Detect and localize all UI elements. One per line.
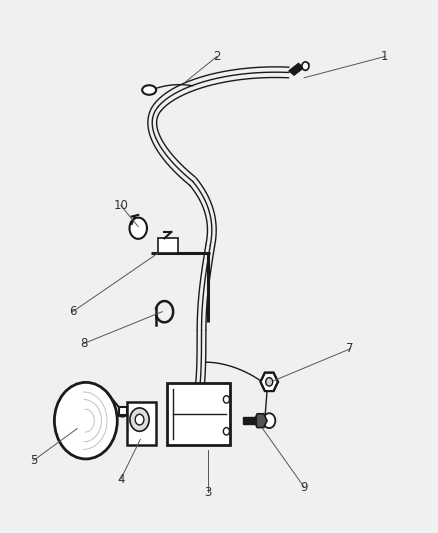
Text: 4: 4 [117, 473, 124, 486]
Polygon shape [289, 63, 304, 75]
Circle shape [135, 414, 144, 425]
Polygon shape [130, 217, 147, 239]
FancyBboxPatch shape [166, 383, 230, 445]
Polygon shape [243, 417, 256, 424]
Circle shape [302, 62, 309, 70]
Text: 9: 9 [300, 481, 308, 494]
Polygon shape [119, 407, 127, 415]
Polygon shape [254, 414, 267, 427]
Ellipse shape [142, 85, 156, 95]
Polygon shape [261, 373, 278, 391]
FancyBboxPatch shape [127, 402, 155, 445]
Text: 10: 10 [113, 199, 128, 212]
Text: 6: 6 [69, 305, 77, 318]
Circle shape [266, 377, 273, 386]
Text: 5: 5 [30, 454, 37, 467]
Circle shape [130, 408, 149, 431]
Text: 3: 3 [205, 486, 212, 499]
Polygon shape [158, 238, 178, 253]
Text: 1: 1 [381, 50, 389, 63]
Text: 8: 8 [80, 337, 87, 350]
Circle shape [223, 427, 230, 435]
Circle shape [54, 382, 117, 459]
Circle shape [223, 395, 230, 403]
Text: 2: 2 [213, 50, 221, 63]
Text: 7: 7 [346, 342, 354, 356]
Circle shape [263, 413, 276, 428]
